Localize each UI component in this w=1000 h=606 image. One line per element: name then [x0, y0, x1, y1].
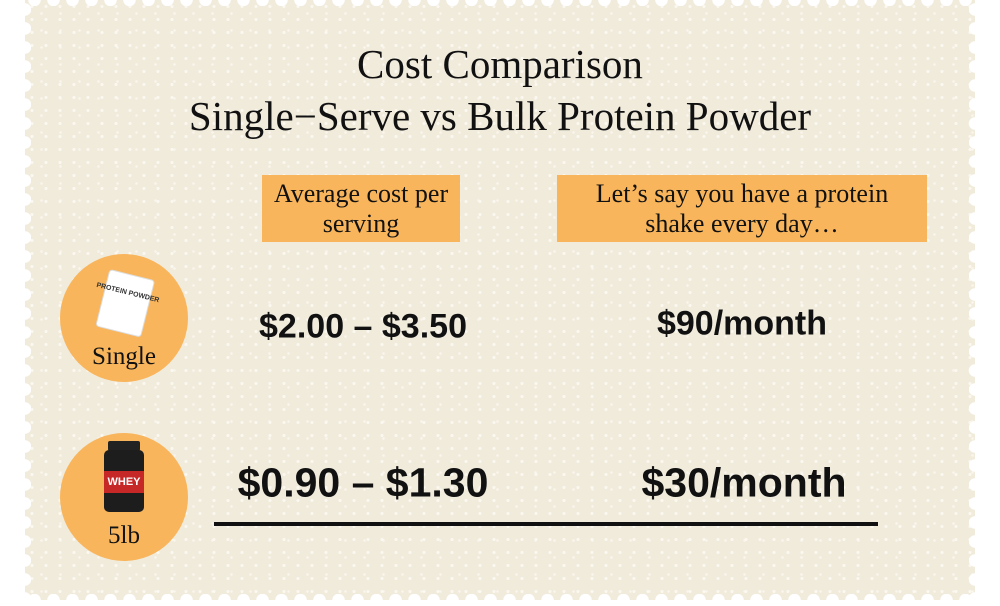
underline	[214, 522, 878, 526]
edge	[25, 594, 975, 606]
bulk-icon: WHEY	[60, 433, 188, 561]
single-icon: PROTEIN POWDER	[60, 254, 188, 382]
row-label: 5lb	[108, 522, 140, 549]
title: Single−Serve vs Bulk Protein Powder	[188, 93, 812, 139]
edge	[969, 0, 981, 600]
column-header: Average cost per serving	[262, 175, 460, 242]
cost-per-serving: $2.00 – $3.50	[259, 307, 467, 346]
edge	[19, 0, 31, 600]
cost-per-serving: $0.90 – $1.30	[237, 459, 489, 506]
column-header: Let’s say you have a protein shake every…	[557, 175, 927, 242]
title: Cost Comparison	[357, 41, 643, 87]
monthly-cost: $90/month	[656, 304, 828, 343]
icon-text: WHEY	[108, 476, 142, 488]
monthly-cost: $30/month	[641, 459, 847, 506]
edge	[25, 0, 975, 6]
row-label: Single	[92, 343, 156, 370]
